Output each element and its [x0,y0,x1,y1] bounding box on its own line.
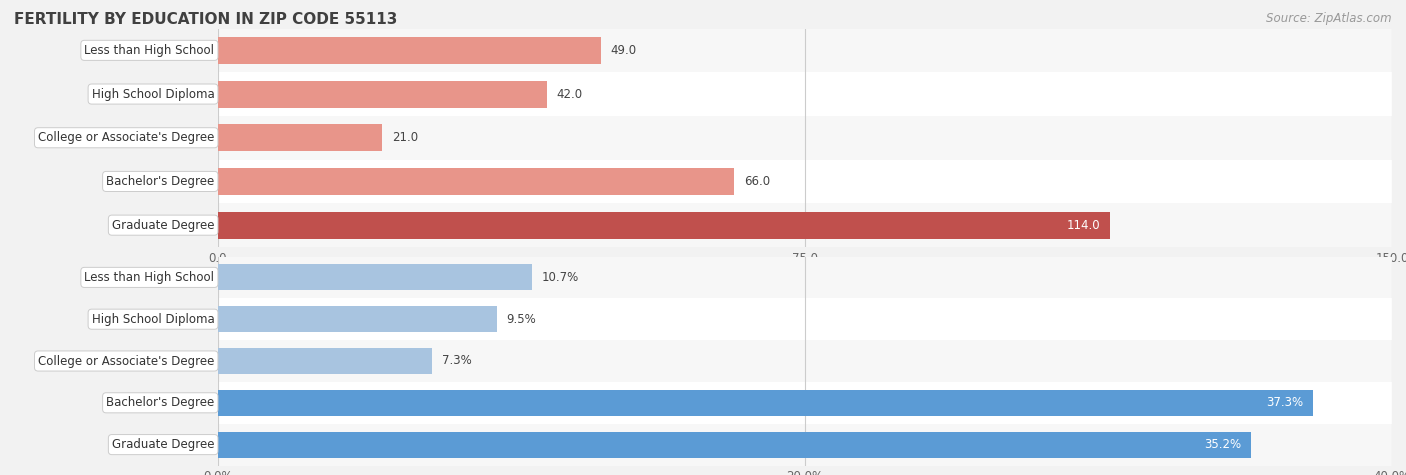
Bar [218,160,1392,203]
Text: High School Diploma: High School Diploma [91,87,214,101]
Bar [218,256,1392,298]
Bar [218,116,1392,160]
Text: 66.0: 66.0 [744,175,770,188]
Bar [218,28,1392,72]
Text: 21.0: 21.0 [392,131,418,144]
Bar [218,306,496,332]
Bar [218,168,734,195]
Text: Graduate Degree: Graduate Degree [112,438,214,451]
Text: Bachelor's Degree: Bachelor's Degree [107,396,214,409]
Text: Graduate Degree: Graduate Degree [112,218,214,232]
Text: FERTILITY BY EDUCATION IN ZIP CODE 55113: FERTILITY BY EDUCATION IN ZIP CODE 55113 [14,12,398,27]
Bar [218,80,547,108]
Bar [218,390,1313,416]
Text: High School Diploma: High School Diploma [91,313,214,326]
Text: 9.5%: 9.5% [506,313,536,326]
Bar [218,37,602,64]
Text: Less than High School: Less than High School [84,44,214,57]
Bar [218,211,1111,239]
Text: Less than High School: Less than High School [84,271,214,284]
Bar [218,340,1392,382]
Bar [218,432,1251,457]
Bar [218,348,432,374]
Text: Bachelor's Degree: Bachelor's Degree [107,175,214,188]
Text: College or Associate's Degree: College or Associate's Degree [38,354,214,368]
Text: 42.0: 42.0 [555,87,582,101]
Bar [218,72,1392,116]
Bar [218,124,382,152]
Bar [218,203,1392,247]
Text: 49.0: 49.0 [610,44,637,57]
Text: 35.2%: 35.2% [1205,438,1241,451]
Bar [218,298,1392,340]
Text: 114.0: 114.0 [1067,218,1101,232]
Bar [218,265,531,290]
Text: 7.3%: 7.3% [441,354,471,368]
Text: Source: ZipAtlas.com: Source: ZipAtlas.com [1267,12,1392,25]
Bar [218,382,1392,424]
Text: College or Associate's Degree: College or Associate's Degree [38,131,214,144]
Text: 10.7%: 10.7% [541,271,579,284]
Text: 37.3%: 37.3% [1267,396,1303,409]
Bar [218,424,1392,466]
